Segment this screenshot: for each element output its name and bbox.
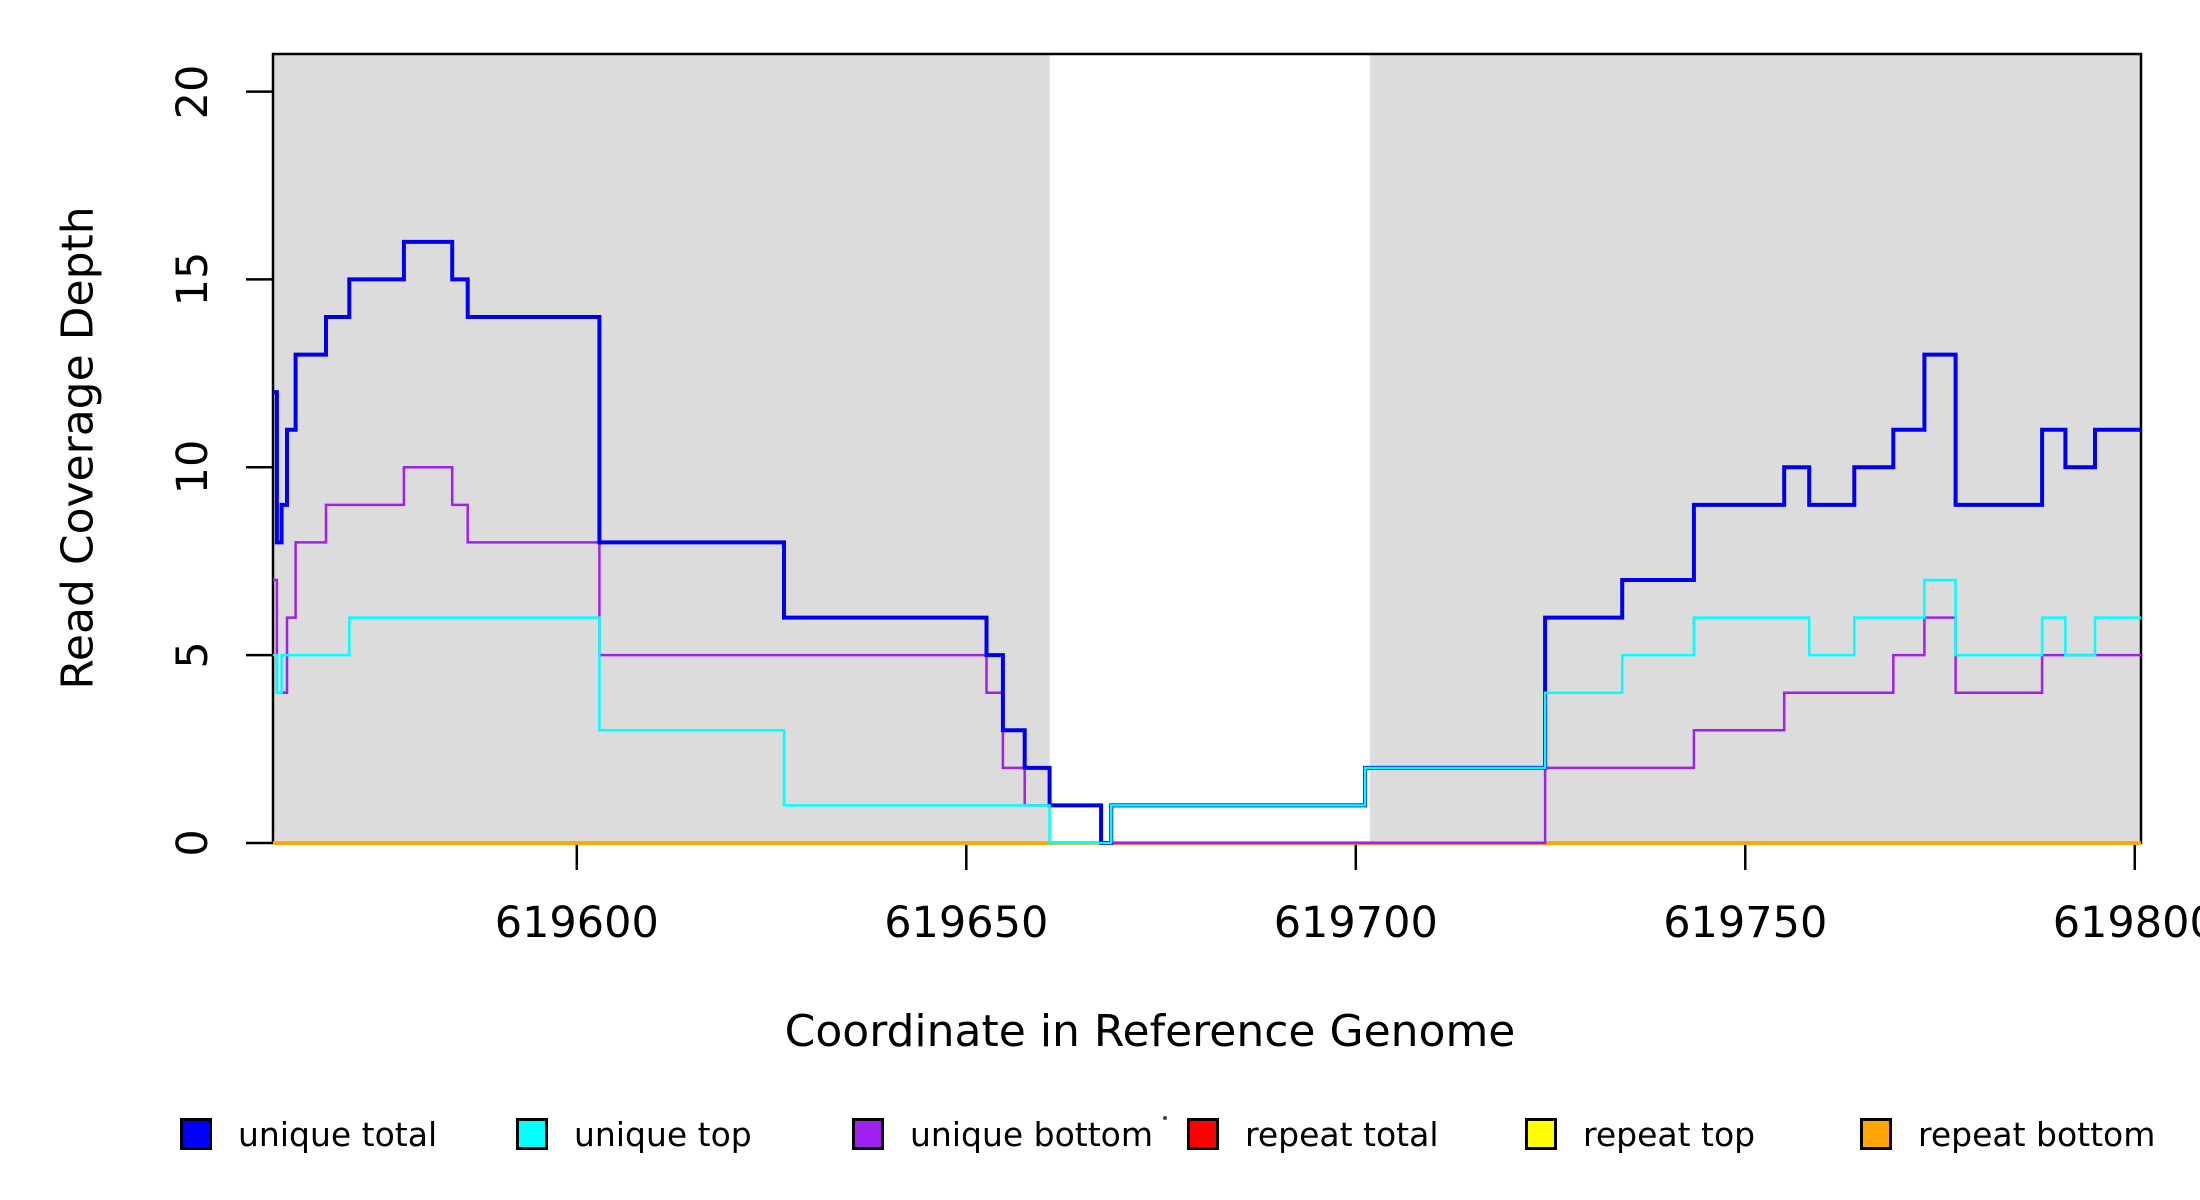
legend-item-repeat-bottom: repeat bottom	[1860, 1114, 2156, 1154]
legend-item-unique-total: unique total	[180, 1114, 438, 1154]
y-tick-label: 15	[168, 252, 218, 307]
x-tick-label: 619600	[494, 898, 659, 948]
unique-bottom-swatch-icon	[852, 1118, 884, 1150]
y-tick-label: 0	[168, 829, 218, 857]
x-tick-label: 619700	[1273, 898, 1438, 948]
series-unique-top	[273, 578, 2141, 845]
y-tick-label: 20	[168, 64, 218, 119]
legend-label: unique total	[238, 1114, 438, 1154]
series-unique-total	[273, 239, 2141, 845]
legend-item-unique-bottom: unique bottom	[852, 1114, 1154, 1154]
repeat-top-swatch-icon	[1525, 1118, 1557, 1150]
x-tick-label: 619750	[1663, 898, 1828, 948]
y-tick-label: 10	[168, 439, 218, 495]
unique-top-swatch-icon	[516, 1118, 548, 1150]
x-axis-title: Coordinate in Reference Genome	[784, 1006, 1516, 1057]
legend-label: repeat bottom	[1918, 1114, 2156, 1154]
legend-item-unique-top: unique top	[516, 1114, 752, 1154]
y-tick-label: 5	[168, 641, 218, 669]
shaded-region	[273, 54, 1050, 843]
repeat-bottom-swatch-icon	[1860, 1118, 1892, 1150]
y-axis-title: Read Coverage Depth	[52, 206, 104, 690]
legend-label: unique top	[574, 1114, 752, 1154]
legend-item-repeat-total: repeat total	[1187, 1114, 1439, 1154]
legend-label: repeat top	[1583, 1114, 1756, 1154]
x-tick-label: 619650	[884, 898, 1049, 948]
legend-item-repeat-top: repeat top	[1525, 1114, 1756, 1154]
legend-label: unique bottom	[910, 1114, 1154, 1154]
unique-total-swatch-icon	[180, 1118, 212, 1150]
shaded-region	[1369, 54, 2141, 843]
repeat-total-swatch-icon	[1187, 1118, 1219, 1150]
legend-label: repeat total	[1245, 1114, 1439, 1154]
stray-dot-artifact	[1163, 1116, 1167, 1120]
